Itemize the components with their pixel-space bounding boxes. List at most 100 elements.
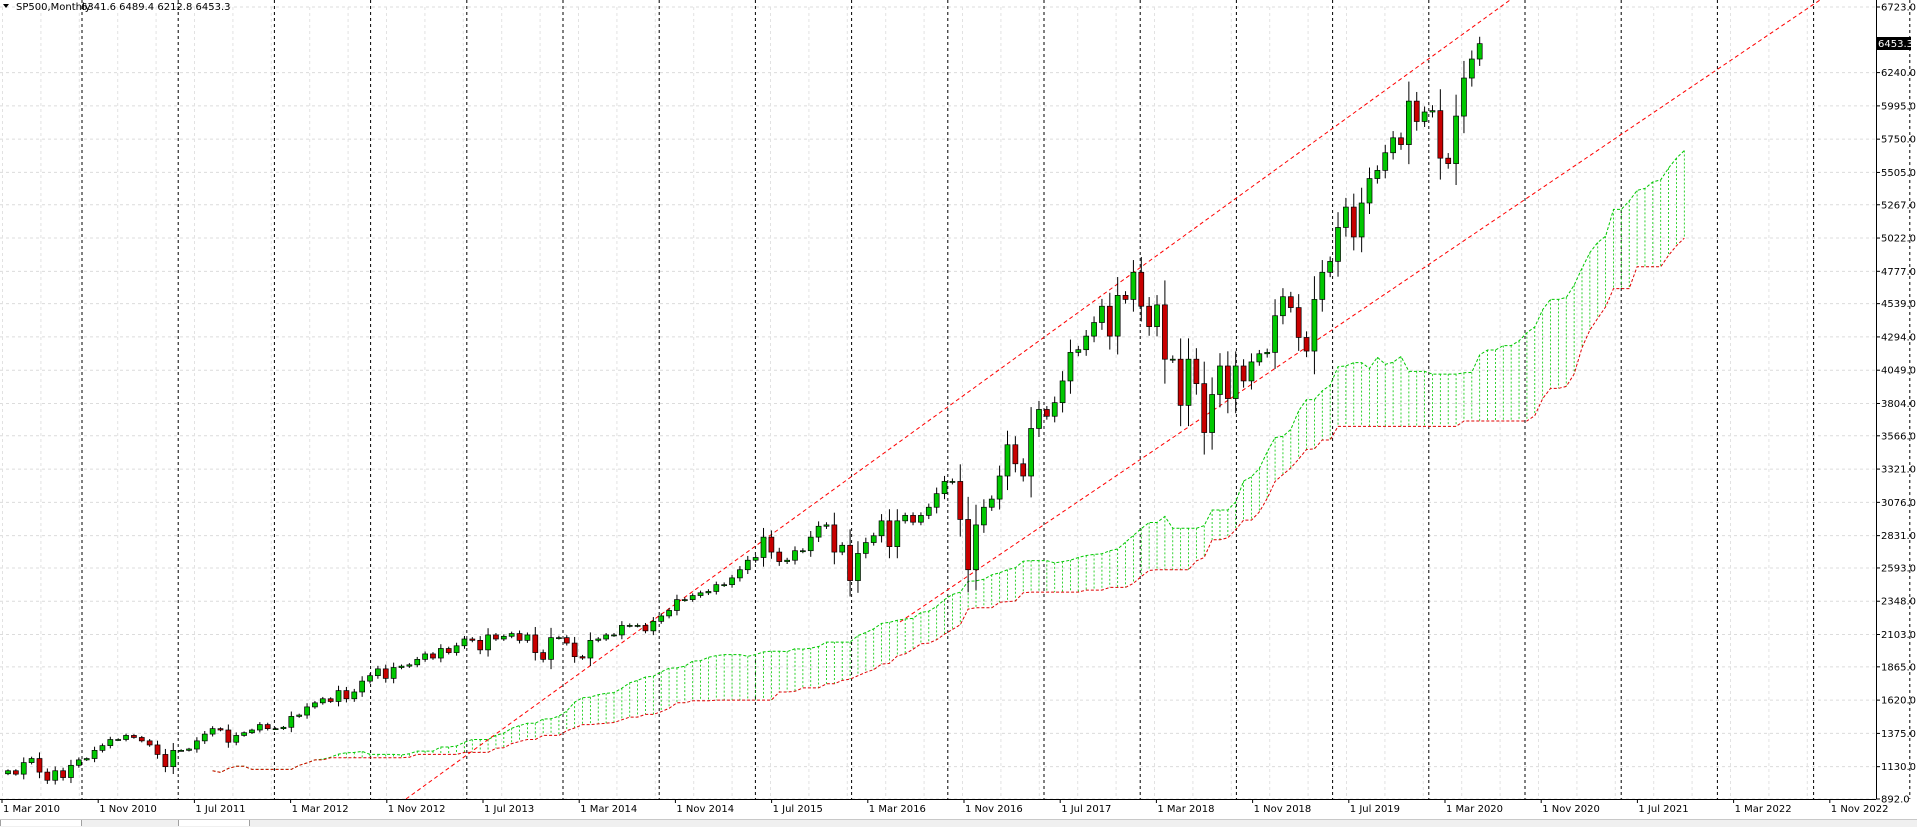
candle-body xyxy=(658,615,665,622)
last-price-label: 6453.3 xyxy=(1878,39,1913,50)
candle-body xyxy=(398,665,405,668)
channel-lower-line xyxy=(899,0,1821,623)
candle-body xyxy=(847,544,853,581)
candle-body xyxy=(713,584,720,592)
candle-body xyxy=(178,750,184,752)
candle-body xyxy=(162,754,169,768)
candle-body xyxy=(36,758,43,773)
y-tick-label: 2593.0 xyxy=(1881,563,1916,574)
candle-body xyxy=(154,744,161,755)
symbol-label: SP500,Monthly xyxy=(16,2,91,13)
y-tick-label: 5750.0 xyxy=(1881,135,1916,146)
y-tick-label: 6240.0 xyxy=(1881,68,1916,79)
candle-body xyxy=(1154,304,1160,327)
x-tick-label: 1 Jul 2017 xyxy=(1061,804,1111,815)
y-tick-label: 4539.0 xyxy=(1881,299,1916,310)
symbol-dropdown-icon[interactable] xyxy=(3,4,9,8)
candle-body xyxy=(1398,137,1404,145)
y-tick-label: 2348.0 xyxy=(1881,597,1916,608)
x-tick-label: 1 Jul 2013 xyxy=(484,804,534,815)
axes xyxy=(0,0,1877,800)
candle-body xyxy=(1177,358,1184,406)
last-price-tag-bg xyxy=(1876,37,1911,50)
candle-body xyxy=(595,638,602,641)
candle-body xyxy=(123,735,129,740)
y-tick-label: 1620.0 xyxy=(1881,696,1916,707)
candle-body xyxy=(1248,361,1255,382)
candle-body xyxy=(988,498,995,508)
x-tick-label: 1 Mar 2022 xyxy=(1735,804,1792,815)
candle-body xyxy=(469,638,476,641)
x-tick-label: 1 Mar 2010 xyxy=(3,804,60,815)
chart-tab[interactable] xyxy=(0,820,82,826)
candle-body xyxy=(839,544,846,553)
y-tick-label: 3321.0 xyxy=(1881,465,1916,476)
x-tick-label: 1 Mar 2016 xyxy=(869,804,926,815)
x-tick-label: 1 Nov 2020 xyxy=(1542,804,1600,815)
candle-body xyxy=(68,764,74,778)
candle-body xyxy=(776,551,783,562)
chart-tab[interactable] xyxy=(178,820,250,826)
y-tick-label: 4049.0 xyxy=(1881,366,1916,377)
candle-body xyxy=(1366,178,1373,204)
candle-body xyxy=(981,506,987,526)
candle-body xyxy=(571,642,578,658)
candle-body xyxy=(996,475,1003,500)
candle-body xyxy=(516,633,523,641)
candle-body xyxy=(280,726,287,729)
candle-body xyxy=(1461,77,1467,117)
candle-body xyxy=(642,625,649,632)
candle-body xyxy=(1169,358,1176,361)
candle-body xyxy=(1295,307,1302,338)
candle-body xyxy=(438,648,444,659)
candle-body xyxy=(5,770,11,775)
candle-body xyxy=(1067,352,1074,382)
candle-body xyxy=(477,640,484,651)
y-tick-label: 4777.0 xyxy=(1881,267,1916,278)
candle-body xyxy=(925,506,932,516)
y-tick-label: 1375.0 xyxy=(1881,729,1916,740)
candle-body xyxy=(201,733,208,742)
y-tick-label: 2831.0 xyxy=(1881,531,1916,542)
candle-body xyxy=(634,625,641,627)
candle-body xyxy=(1106,305,1113,337)
candle-body xyxy=(422,653,428,660)
chart-tab-bar xyxy=(0,819,1917,827)
candle-body xyxy=(902,515,909,522)
candle-body xyxy=(1217,365,1223,395)
candle-body xyxy=(965,519,971,571)
candle-body xyxy=(1224,365,1231,399)
candle-body xyxy=(1043,409,1050,417)
candle-body xyxy=(705,591,712,594)
candle-body xyxy=(752,557,759,561)
candle-body xyxy=(807,536,814,552)
candle-body xyxy=(1099,305,1105,323)
candle-body xyxy=(233,735,240,743)
candle-body xyxy=(1004,444,1011,477)
y-tick-label: 6723.0 xyxy=(1881,3,1916,14)
ichimoku-cloud xyxy=(212,150,1685,773)
candle-body xyxy=(485,634,491,651)
y-tick-label: 1130.0 xyxy=(1881,762,1916,773)
candle-body xyxy=(933,493,940,508)
candle-body xyxy=(532,634,539,653)
candle-body xyxy=(878,520,885,537)
candle-body xyxy=(1303,337,1310,352)
candle-body xyxy=(1468,58,1475,79)
candle-body xyxy=(1114,295,1121,337)
candle-body xyxy=(1146,305,1153,327)
candle-body xyxy=(1193,358,1200,384)
candle-body xyxy=(343,690,350,700)
candle-body xyxy=(1264,352,1271,355)
x-tick-label: 1 Mar 2012 xyxy=(292,804,349,815)
candle-body xyxy=(44,771,51,781)
candle-body xyxy=(1240,365,1247,382)
candle-body xyxy=(1406,100,1412,145)
candle-body xyxy=(894,520,901,547)
candle-body xyxy=(1122,295,1129,300)
candle-body xyxy=(304,706,310,716)
candle-body xyxy=(508,633,515,637)
candle-body xyxy=(500,635,507,640)
